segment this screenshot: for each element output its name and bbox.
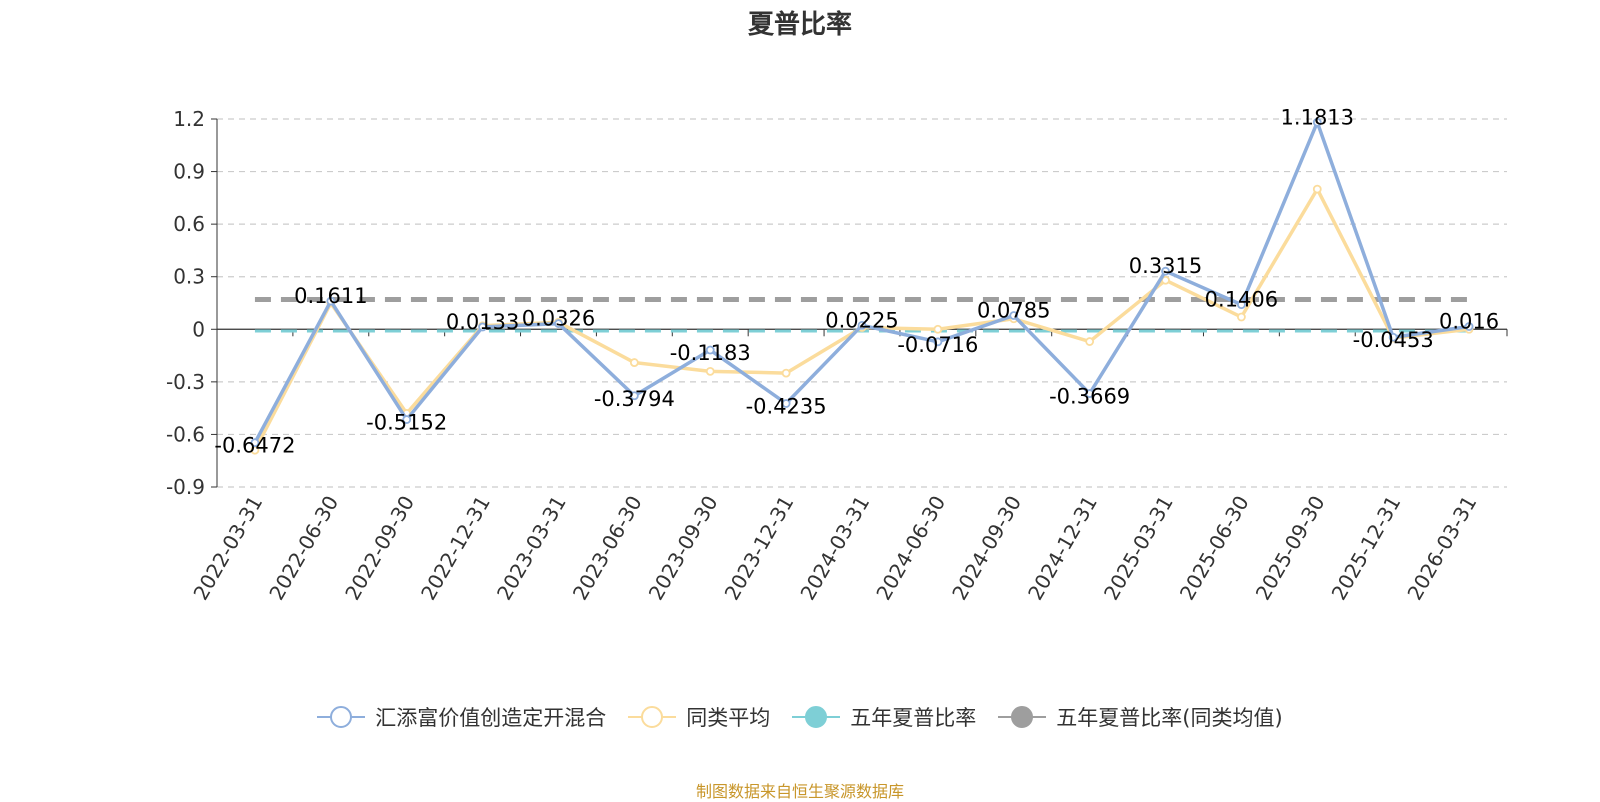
fund-point (629, 391, 639, 401)
line-chart: 1.20.90.60.30-0.3-0.6-0.92022-03-312022-… (166, 105, 1508, 605)
peer-average-point (705, 366, 715, 376)
fund-point (857, 320, 867, 330)
data-label: -0.4235 (746, 394, 827, 418)
series-lines (250, 117, 1474, 455)
legend-item[interactable]: 同类平均 (628, 702, 770, 732)
x-tick-label: 2024-03-31 (795, 492, 874, 605)
fund-point (1009, 311, 1019, 320)
legend-label: 五年夏普比率(同类均值) (1056, 706, 1283, 730)
peer-average-point (1312, 184, 1322, 194)
y-tick-label: 0.9 (173, 160, 205, 184)
fund-point (1085, 389, 1095, 398)
y-tick-label: -0.3 (166, 370, 205, 394)
legend-label: 五年夏普比率 (850, 706, 977, 730)
data-label: 0.1611 (294, 284, 367, 308)
data-label: 1.1813 (1281, 105, 1354, 129)
legend-item[interactable]: 汇添富价值创造定开混合 (317, 702, 606, 732)
data-label: -0.6472 (214, 434, 295, 458)
x-tick-label: 2022-06-30 (264, 492, 343, 605)
fund-point (933, 337, 943, 347)
x-tick-label: 2023-12-31 (720, 492, 799, 605)
legend-marker-icon (628, 706, 677, 728)
legend-item[interactable]: 五年夏普比率(同类均值) (998, 702, 1283, 732)
data-label: -0.0453 (1353, 328, 1434, 352)
data-label: 0.0326 (522, 307, 595, 331)
fund-point (326, 296, 336, 306)
source-note: 制图数据来自恒生聚源数据库 (695, 782, 904, 801)
x-tick-label: 2023-06-30 (568, 492, 647, 605)
x-tick-label: 2024-12-31 (1023, 492, 1102, 605)
data-labels: -0.6472 0.1611 -0.5152 0.0133 0.0326 -0.3794 -… (214, 105, 1499, 457)
y-tick-label: -0.6 (166, 422, 205, 446)
data-label: 0.3315 (1129, 254, 1202, 278)
legend-label: 汇添富价值创造定开混合 (375, 706, 607, 730)
peer-average-point (1161, 275, 1170, 285)
fund-point (1312, 117, 1322, 127)
x-tick-label: 2024-09-30 (947, 491, 1026, 604)
data-label: -0.3669 (1049, 385, 1130, 409)
fund-point (1237, 300, 1246, 310)
legend-marker-icon (792, 706, 841, 728)
data-label: 0.0225 (825, 308, 898, 332)
legend: 汇添富价值创造定开混合 同类平均 五年夏普比率 五年夏普比率(同类均值) (0, 702, 1600, 732)
fund-point (402, 415, 412, 424)
legend-label: 同类平均 (686, 706, 771, 730)
data-label: -0.0716 (897, 333, 978, 357)
x-tick-label: 2022-09-30 (340, 492, 419, 605)
y-tick-label: 1.2 (173, 107, 205, 131)
data-label: 0.0133 (446, 310, 519, 334)
fund-series-line (253, 120, 1470, 444)
peer-average-point (933, 324, 943, 334)
x-tick-label: 2025-09-30 (1251, 492, 1330, 605)
data-label: 0.1406 (1205, 288, 1278, 312)
fund-point (1464, 322, 1474, 331)
x-tick-label: 2023-09-30 (644, 492, 723, 605)
fund-point (781, 399, 791, 408)
data-label: 0.0785 (977, 299, 1050, 323)
fund-point (478, 322, 487, 332)
data-label: -0.5152 (366, 411, 447, 435)
legend-item[interactable]: 五年夏普比率 (792, 702, 976, 732)
data-label: 0.016 (1439, 309, 1499, 333)
legend-marker-icon (317, 706, 366, 728)
fund-point (554, 319, 563, 328)
x-tick-label: 2025-12-31 (1327, 492, 1406, 605)
x-tick-label: 2026-03-31 (1402, 492, 1481, 605)
x-tick-label: 2023-03-31 (492, 492, 571, 605)
peer-average-point (1085, 337, 1095, 346)
x-tick-label: 2025-03-31 (1099, 492, 1178, 605)
x-tick-label: 2025-06-30 (1175, 492, 1254, 605)
fund-point (250, 438, 260, 448)
fund-point (705, 345, 715, 355)
peer-average-point (781, 368, 791, 378)
peer-average-point (1237, 312, 1246, 322)
legend-marker-icon (998, 706, 1047, 728)
data-label: -0.3794 (594, 387, 675, 411)
y-tick-label: -0.9 (166, 475, 205, 499)
fund-point (1161, 266, 1170, 276)
x-tick-label: 2022-12-31 (416, 492, 495, 605)
y-tick-label: 0.3 (173, 265, 205, 289)
peer-average-point (629, 358, 639, 367)
chart-title: 夏普比率 (747, 10, 852, 40)
y-tick-label: 0.6 (173, 212, 205, 236)
data-label: -0.1183 (670, 341, 751, 365)
fund-point (1388, 332, 1398, 342)
x-tick-label: 2024-06-30 (871, 492, 950, 605)
y-tick-label: 0 (192, 317, 205, 341)
x-tick-label: 2022-03-31 (188, 492, 267, 605)
